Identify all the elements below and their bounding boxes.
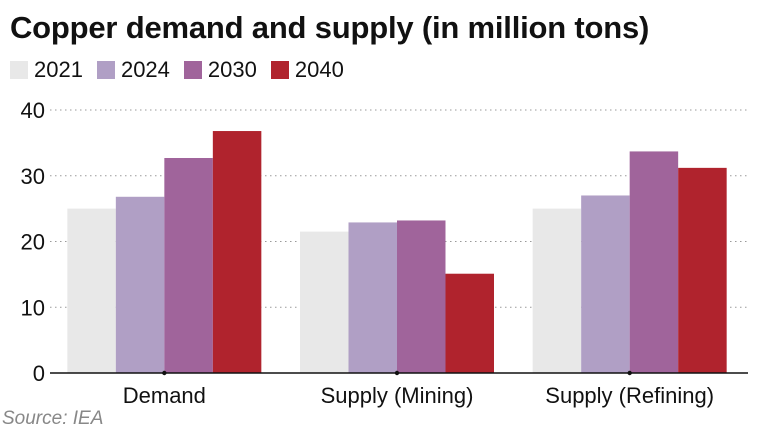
bar-2024-0 bbox=[115, 196, 165, 373]
legend-item-2024: 2024 bbox=[96, 57, 170, 83]
source-note: Source: IEA bbox=[2, 408, 104, 429]
bar-2040-0 bbox=[212, 131, 262, 373]
legend-label-2040: 2040 bbox=[294, 57, 344, 82]
x-tick-label-1: Supply (Mining) bbox=[321, 383, 474, 408]
legend-label-2024: 2024 bbox=[120, 57, 170, 82]
y-tick-label-20: 20 bbox=[21, 230, 45, 255]
bar-2030-1 bbox=[397, 220, 446, 373]
x-tick-label-0: Demand bbox=[123, 383, 206, 408]
bar-2040-1 bbox=[445, 273, 494, 373]
legend-swatch-2021 bbox=[10, 61, 28, 79]
bar-2021-0 bbox=[67, 208, 116, 373]
bar-2021-2 bbox=[532, 208, 582, 373]
bar-2024-2 bbox=[581, 195, 630, 373]
bar-2030-2 bbox=[629, 151, 679, 373]
legend-label-2030: 2030 bbox=[207, 57, 257, 82]
legend-swatch-2030 bbox=[183, 61, 202, 79]
bar-2030-0 bbox=[164, 157, 213, 373]
bar-2024-1 bbox=[348, 222, 397, 373]
bar-2021-1 bbox=[300, 231, 349, 373]
y-tick-label-40: 40 bbox=[21, 98, 45, 123]
legend-item-2021: 2021 bbox=[10, 57, 83, 83]
y-tick-label-30: 30 bbox=[21, 164, 45, 189]
y-tick-label-10: 10 bbox=[21, 295, 45, 320]
x-tick-label-2: Supply (Refining) bbox=[545, 383, 714, 408]
chart-title: Copper demand and supply (in million ton… bbox=[10, 10, 650, 45]
legend-swatch-2024 bbox=[96, 61, 115, 79]
y-tick-label-0: 0 bbox=[33, 361, 45, 386]
legend-label-2021: 2021 bbox=[34, 57, 83, 82]
legend: 2021 2024 2030 2040 bbox=[10, 57, 358, 83]
legend-swatch-2040 bbox=[270, 61, 289, 79]
legend-item-2040: 2040 bbox=[270, 57, 344, 83]
bar-2040-2 bbox=[678, 167, 727, 373]
legend-item-2030: 2030 bbox=[183, 57, 257, 83]
